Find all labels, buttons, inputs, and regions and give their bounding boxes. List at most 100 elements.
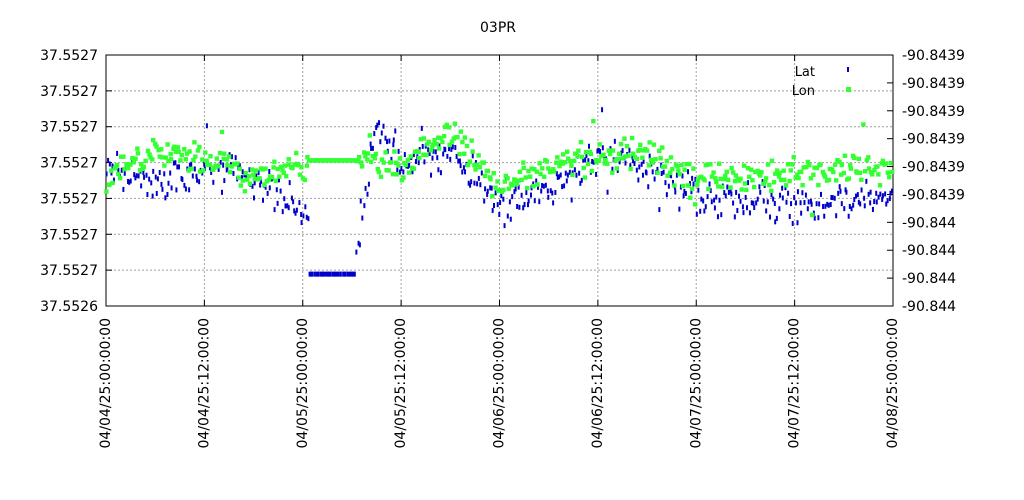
data-point-lon <box>156 147 161 153</box>
data-point-lat <box>514 186 517 192</box>
data-point-lon <box>119 154 124 159</box>
data-point-lat <box>839 188 842 194</box>
data-point-lat <box>304 204 307 210</box>
data-point-lat <box>219 159 222 165</box>
data-point-lat <box>342 271 345 277</box>
data-point-lon <box>501 187 506 193</box>
data-point-lon <box>564 149 570 154</box>
data-point-lat <box>464 169 467 175</box>
data-point-lat <box>863 203 866 209</box>
data-point-lon <box>481 160 487 165</box>
data-point-lat <box>809 198 812 204</box>
data-point-lat <box>509 216 512 222</box>
data-point-lat <box>632 158 635 164</box>
data-point-lat <box>853 197 856 203</box>
data-point-lat <box>633 161 636 167</box>
data-point-lat <box>843 206 846 212</box>
data-point-lat <box>601 107 604 113</box>
data-point-lat <box>533 198 536 204</box>
data-point-lat <box>222 162 225 168</box>
data-point-lon <box>373 151 379 157</box>
data-point-lon <box>290 165 295 171</box>
data-point-lat <box>361 215 364 221</box>
data-point-lat <box>364 185 367 191</box>
data-point-lat <box>742 210 745 216</box>
data-point-lon <box>837 159 842 165</box>
data-point-lat <box>210 169 213 175</box>
data-point-lat <box>323 271 326 277</box>
data-point-lat <box>133 172 136 178</box>
data-point-lat <box>779 192 782 198</box>
data-point-lon <box>532 167 537 172</box>
data-point-lon <box>418 137 424 142</box>
data-point-lat <box>699 208 702 214</box>
data-point-lat <box>815 201 818 207</box>
data-point-lat <box>334 271 337 277</box>
data-point-lat <box>212 179 215 185</box>
data-point-lon <box>197 144 202 150</box>
data-point-lat <box>813 215 816 221</box>
data-point-lat <box>784 185 787 191</box>
data-point-lon <box>763 179 768 184</box>
data-point-lat <box>315 271 318 277</box>
data-point-lat <box>417 160 420 166</box>
data-point-lat <box>713 197 716 203</box>
data-point-lon <box>682 167 687 173</box>
data-point-lon <box>472 163 477 168</box>
data-point-lat <box>411 169 414 175</box>
data-point-lon <box>386 168 391 173</box>
data-point-lon <box>363 154 368 159</box>
data-point-lat <box>392 142 395 148</box>
data-point-lat <box>638 164 641 170</box>
data-point-lat <box>181 177 184 183</box>
data-point-lon <box>618 141 624 147</box>
data-point-lon <box>197 169 203 174</box>
data-point-lat <box>891 188 894 194</box>
data-point-lon <box>846 176 851 181</box>
data-point-lon <box>560 161 565 166</box>
data-point-lat <box>847 213 850 219</box>
data-point-lat <box>877 194 880 200</box>
data-point-lat <box>778 206 781 212</box>
data-point-lat <box>378 120 381 126</box>
data-point-lat <box>431 155 434 161</box>
data-point-lat <box>251 183 254 189</box>
data-point-lat <box>412 152 415 158</box>
data-point-lon <box>157 154 162 159</box>
data-point-lat <box>457 158 460 164</box>
data-point-lon <box>176 149 181 155</box>
data-point-lon <box>739 187 744 192</box>
data-point-lon <box>562 160 568 165</box>
data-point-lon <box>889 169 895 175</box>
data-point-lat <box>300 211 303 217</box>
data-point-lat <box>642 158 645 164</box>
data-point-lat <box>484 186 487 192</box>
data-point-lat <box>298 200 301 206</box>
data-point-lat <box>833 195 836 201</box>
data-point-lon <box>730 170 736 175</box>
data-point-lat <box>756 196 759 202</box>
left-tick-label: 37.5527 <box>40 120 98 136</box>
data-point-lon <box>572 158 577 164</box>
data-point-lat <box>796 189 799 195</box>
data-point-lat <box>664 180 667 186</box>
data-point-lon <box>728 185 733 190</box>
data-point-lat <box>490 185 493 191</box>
data-point-lat <box>684 191 687 197</box>
data-point-lat <box>761 179 764 185</box>
data-point-lat <box>379 139 382 145</box>
data-point-lat <box>486 188 489 194</box>
data-point-lon <box>640 155 645 160</box>
data-point-lat <box>804 192 807 198</box>
data-point-lat <box>241 169 244 175</box>
data-point-lon <box>557 163 562 169</box>
data-point-lon <box>344 158 349 163</box>
data-point-lat <box>770 192 773 198</box>
data-point-lon <box>755 168 760 174</box>
data-point-lon <box>145 148 151 154</box>
data-point-lat <box>392 137 395 143</box>
data-point-lat <box>848 203 851 209</box>
data-point-lon <box>820 169 826 175</box>
data-point-lat <box>584 157 587 163</box>
data-point-lat <box>266 190 269 196</box>
